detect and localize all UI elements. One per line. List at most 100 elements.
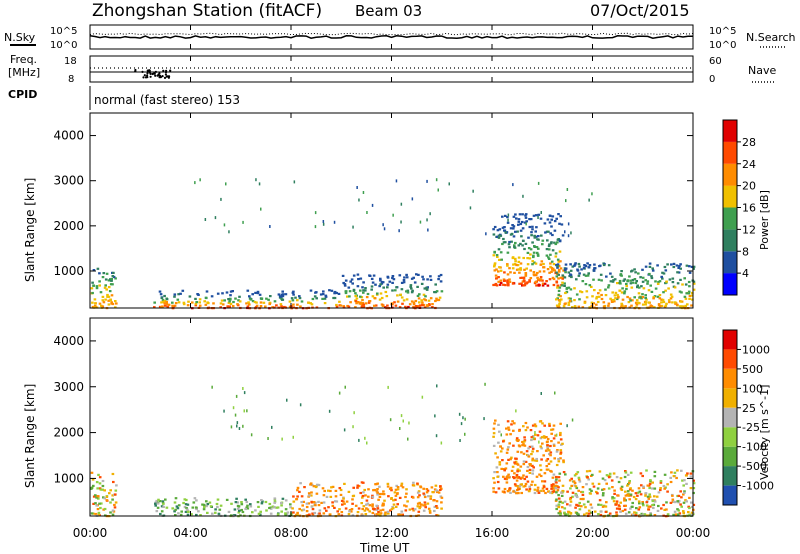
- heatmap-cell: [587, 509, 591, 512]
- heatmap-cell: [557, 304, 560, 308]
- heatmap-cell: [536, 253, 540, 256]
- heatmap-cell: [267, 437, 269, 440]
- heatmap-cell: [255, 178, 257, 182]
- heatmap-cell: [246, 305, 250, 308]
- heatmap-cell: [555, 504, 558, 507]
- heatmap-cell: [590, 301, 594, 304]
- heatmap-cell: [557, 494, 560, 497]
- heatmap-cell: [554, 252, 558, 255]
- heatmap-cell: [310, 505, 314, 508]
- heatmap-cell: [692, 265, 696, 268]
- heatmap-cell: [563, 276, 567, 279]
- heatmap-cell: [92, 495, 96, 498]
- heatmap-cell: [530, 438, 533, 442]
- heatmap-cell: [521, 227, 525, 230]
- heatmap-cell: [291, 299, 295, 302]
- heatmap-cell: [661, 298, 665, 301]
- colorbar-tick-label: -25: [742, 421, 760, 434]
- heatmap-cell: [254, 509, 257, 512]
- heatmap-cell: [539, 263, 543, 266]
- heatmap-cell: [516, 470, 519, 473]
- heatmap-cell: [109, 299, 112, 302]
- heatmap-cell: [391, 276, 394, 280]
- heatmap-cell: [561, 274, 565, 277]
- heatmap-cell: [528, 471, 532, 474]
- heatmap-cell: [384, 290, 388, 294]
- heatmap-cell: [358, 198, 360, 202]
- heatmap-cell: [513, 472, 516, 475]
- heatmap-cell: [494, 452, 497, 455]
- heatmap-cell: [557, 503, 561, 506]
- heatmap-cell: [184, 503, 188, 506]
- heatmap-cell: [633, 278, 637, 281]
- heatmap-cell: [492, 283, 495, 287]
- heatmap-cell: [522, 256, 525, 260]
- heatmap-cell: [433, 505, 437, 508]
- noise-left-tick-bottom: 10^0: [50, 40, 77, 51]
- heatmap-cell: [619, 501, 622, 504]
- heatmap-cell: [382, 504, 385, 507]
- heatmap-cell: [435, 290, 439, 293]
- heatmap-cell: [558, 479, 561, 482]
- heatmap-cell: [102, 272, 106, 275]
- heatmap-cell: [255, 301, 258, 304]
- heatmap-cell: [419, 220, 422, 224]
- heatmap-cell: [552, 283, 556, 287]
- heatmap-cell: [572, 480, 576, 483]
- heatmap-cell: [343, 502, 346, 505]
- heatmap-cell: [248, 303, 251, 306]
- y-tick-label: 2000: [53, 219, 84, 233]
- heatmap-cell: [508, 280, 512, 283]
- heatmap-cell: [498, 461, 502, 464]
- heatmap-cell: [396, 294, 399, 297]
- heatmap-cell: [595, 490, 598, 494]
- heatmap-cell: [110, 279, 113, 282]
- heatmap-cell: [584, 265, 588, 268]
- heatmap-cell: [363, 488, 366, 492]
- heatmap-cell: [552, 443, 556, 446]
- heatmap-cell: [229, 294, 232, 297]
- heatmap-cell: [401, 486, 405, 489]
- heatmap-cell: [615, 500, 619, 503]
- heatmap-cell: [422, 303, 426, 307]
- nave-right-tick-bottom: 0: [709, 74, 715, 85]
- heatmap-cell: [504, 214, 507, 217]
- heatmap-cell: [514, 484, 518, 487]
- heatmap-cell: [556, 258, 560, 261]
- heatmap-cell: [163, 302, 166, 305]
- heatmap-cell: [503, 229, 506, 232]
- heatmap-cell: [552, 483, 555, 486]
- heatmap-cell: [516, 487, 520, 490]
- heatmap-cell: [516, 439, 519, 442]
- heatmap-cell: [284, 513, 287, 516]
- heatmap-cell: [331, 485, 335, 488]
- heatmap-cell: [529, 253, 532, 256]
- heatmap-cell: [164, 498, 167, 501]
- heatmap-cell: [623, 475, 627, 479]
- heatmap-cell: [521, 239, 525, 242]
- heatmap-cell: [436, 298, 439, 302]
- heatmap-cell: [492, 233, 496, 236]
- heatmap-cell: [543, 424, 546, 427]
- heatmap-cell: [235, 394, 238, 398]
- heatmap-cell: [416, 502, 420, 505]
- heatmap-cell: [526, 426, 529, 429]
- heatmap-cell: [618, 289, 621, 292]
- heatmap-cell: [605, 501, 608, 504]
- heatmap-cell: [514, 213, 517, 216]
- heatmap-cell: [426, 179, 428, 183]
- nave-point: [153, 72, 156, 75]
- heatmap-cell: [619, 510, 622, 513]
- heatmap-cell: [575, 486, 579, 490]
- heatmap-cell: [591, 482, 595, 485]
- heatmap-cell: [687, 292, 691, 295]
- heatmap-cell: [492, 228, 495, 231]
- heatmap-cell: [692, 288, 696, 291]
- heatmap-cell: [607, 304, 610, 307]
- heatmap-cell: [375, 508, 379, 511]
- heatmap-cell: [546, 239, 549, 242]
- heatmap-cell: [557, 238, 560, 241]
- heatmap-cell: [280, 510, 283, 513]
- heatmap-cell: [635, 507, 638, 510]
- heatmap-cell: [107, 303, 111, 306]
